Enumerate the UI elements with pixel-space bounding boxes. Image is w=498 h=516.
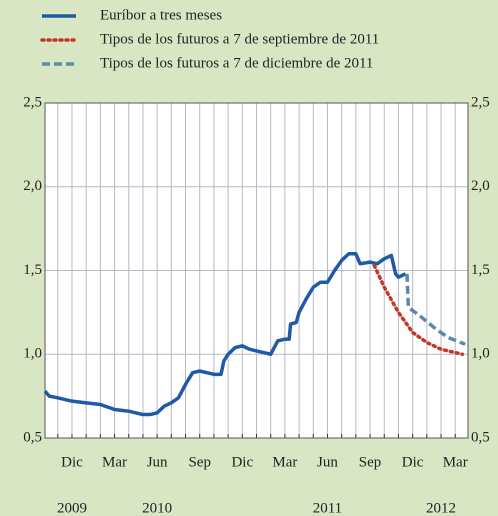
series-line: [405, 273, 466, 346]
y-tick-label: 1,5: [23, 262, 42, 278]
x-tick-label: Sep: [359, 454, 382, 470]
x-year-label: 2010: [142, 500, 172, 516]
x-year-label: 2012: [426, 500, 456, 516]
x-tick-label: Mar: [443, 454, 468, 470]
x-tick-label: Jun: [147, 454, 168, 470]
series-line: [43, 252, 407, 417]
legend-label: Euríbor a tres meses: [100, 7, 222, 23]
x-tick-label: Dic: [402, 454, 424, 470]
y-tick-label: 1,0: [23, 346, 42, 362]
legend-label: Tipos de los futuros a 7 de septiembre d…: [100, 31, 379, 47]
y2-tick-label: 1,5: [471, 262, 490, 278]
x-year-label: 2009: [57, 500, 87, 516]
plot-frame: [44, 102, 469, 439]
y2-tick-label: 2,5: [471, 94, 490, 110]
x-year-label: 2011: [313, 500, 342, 516]
x-tick-label: Dic: [231, 454, 253, 470]
x-tick-label: Sep: [188, 454, 211, 470]
y2-tick-label: 0,5: [471, 429, 490, 445]
y2-tick-label: 1,0: [471, 346, 490, 362]
x-tick-label: Mar: [272, 454, 297, 470]
series-line: [372, 263, 465, 356]
y-tick-label: 2,5: [23, 94, 42, 110]
x-tick-label: Jun: [317, 454, 338, 470]
legend-label: Tipos de los futuros a 7 de diciembre de…: [100, 55, 373, 71]
y2-tick-label: 2,0: [471, 178, 490, 194]
x-tick-label: Dic: [61, 454, 83, 470]
y-tick-label: 2,0: [23, 178, 42, 194]
y-tick-label: 0,5: [23, 429, 42, 445]
x-tick-label: Mar: [102, 454, 127, 470]
